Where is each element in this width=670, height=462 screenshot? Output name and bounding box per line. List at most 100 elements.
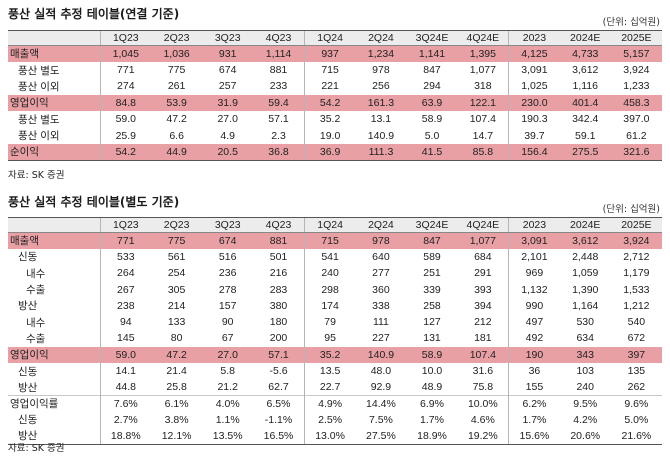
table-cell: 47.2 xyxy=(151,346,203,363)
table-cell: 111.3 xyxy=(355,143,407,161)
column-header: 2023 xyxy=(508,217,560,233)
table-cell: 277 xyxy=(372,267,390,280)
table-cell: 238 xyxy=(99,297,152,314)
table-cell: 1,234 xyxy=(355,45,407,62)
table-cell: 41.5 xyxy=(406,143,458,161)
table-cell: 80 xyxy=(170,332,183,345)
table2-unit: (단위: 십억원) xyxy=(602,204,660,215)
row-label: 방산 xyxy=(8,428,100,445)
column-header: 2Q24 xyxy=(355,30,407,46)
table-cell: 227 xyxy=(372,332,390,345)
table-cell: 107.4 xyxy=(469,113,496,126)
table-cell: 216 xyxy=(269,267,288,280)
table-cell: 3,924 xyxy=(610,232,662,249)
table-cell: 145 xyxy=(99,330,152,347)
table-cell: 135 xyxy=(627,365,646,378)
table-cell: 59.0 xyxy=(99,346,152,363)
table-cell: 684 xyxy=(474,250,492,263)
table-cell: 157 xyxy=(218,299,237,312)
table-cell: 31.6 xyxy=(472,365,494,378)
row-label: 풍산 별도 xyxy=(18,113,60,126)
table-cell: 214 xyxy=(167,299,186,312)
table-cell: 13.5 xyxy=(303,362,356,380)
table-cell: 190.3 xyxy=(508,111,560,128)
column-header: 4Q23 xyxy=(253,217,305,233)
table-cell: 397.0 xyxy=(623,113,650,126)
table-cell: 881 xyxy=(253,232,305,249)
table-cell: 530 xyxy=(576,316,594,329)
table-cell: 174 xyxy=(303,297,356,314)
table-cell: 401.4 xyxy=(559,94,611,112)
table-cell: 230.0 xyxy=(508,94,560,112)
table-cell: 233 xyxy=(269,80,288,93)
table-cell: 13.5% xyxy=(202,428,254,445)
table-cell: 21.6% xyxy=(610,428,662,445)
table-row: 신동 14.1 21.4 5.8 -5.6 13.5 48.0 10.0 31.6 36 103 13… xyxy=(8,362,662,380)
table-cell: 18.8% xyxy=(99,428,152,445)
table-cell: 1,036 xyxy=(151,45,203,62)
table-cell: 771 xyxy=(99,232,152,249)
table-row: 수출 267 305 278 283 298 360 339 393 1,132 1,390 1,53… xyxy=(8,281,662,298)
row-label: 풍산 이외 xyxy=(18,130,60,143)
table-cell: 397 xyxy=(610,346,662,363)
column-header: 1Q23 xyxy=(99,217,152,233)
table-cell: 22.7 xyxy=(303,379,356,396)
table-cell: 107.4 xyxy=(457,346,509,363)
table-cell: 715 xyxy=(303,61,356,79)
table-cell: 847 xyxy=(423,64,441,77)
table-cell: 94 xyxy=(99,313,152,331)
column-header: 3Q23 xyxy=(202,217,254,233)
table-cell: 6.6 xyxy=(169,129,184,142)
table-cell: 140.9 xyxy=(367,129,395,142)
table-cell: 1.1% xyxy=(215,413,240,426)
table-cell: 54.2 xyxy=(99,143,152,161)
table-cell: 3,612 xyxy=(559,232,611,249)
table-cell: 44.9 xyxy=(151,143,203,161)
table-row: 풍산 별도 771 775 674 881 715 978 847 1,077 3,091 3,61… xyxy=(8,61,662,79)
table-cell: 48.0 xyxy=(370,365,392,378)
table-cell: 236 xyxy=(218,267,237,280)
table-cell: 257 xyxy=(218,80,237,93)
table-cell: 2,448 xyxy=(572,250,599,263)
table-cell: 978 xyxy=(355,232,407,249)
table-cell: 44.8 xyxy=(99,379,152,396)
table-row: 영업이익률 7.6% 6.1% 4.0% 6.5% 4.9% 14.4% 6.9% 10.0% 6… xyxy=(8,394,662,412)
table-cell: 27.5% xyxy=(355,428,407,445)
table-cell: 84.8 xyxy=(99,94,152,112)
consolidated-section: 풍산 실적 추정 테이블(연결 기준) (단위: 십억원) 1Q23 2Q23 3Q… xyxy=(0,0,670,192)
row-label: 영업이익률 xyxy=(8,394,100,412)
table-cell: 5.8 xyxy=(220,365,235,378)
table-cell: 13.1 xyxy=(370,113,392,126)
table-cell: 978 xyxy=(372,64,390,77)
table-cell: 589 xyxy=(423,250,441,263)
table-cell: 4.6% xyxy=(470,413,495,426)
row-label: 풍산 이외 xyxy=(18,80,60,93)
table-cell: 16.5% xyxy=(253,428,305,445)
table-cell: 19.2% xyxy=(457,428,509,445)
table-cell: 561 xyxy=(167,250,186,263)
table-cell: 969 xyxy=(508,265,560,282)
table-cell: 212 xyxy=(474,316,492,329)
table-cell: 931 xyxy=(202,45,254,62)
table-cell: 63.9 xyxy=(406,94,458,112)
table-cell: 57.1 xyxy=(268,113,289,126)
table-cell: 1,179 xyxy=(623,267,650,280)
column-header: 2Q24 xyxy=(355,217,407,233)
header-corner xyxy=(8,217,100,233)
table-cell: 181 xyxy=(474,332,492,345)
table-cell: 283 xyxy=(269,283,288,296)
table-cell: 36.8 xyxy=(253,143,305,161)
table-cell: 342.4 xyxy=(572,113,599,126)
table-row: 방산 18.8% 12.1% 13.5% 16.5% 13.0% 27.5% 18.9% 19.… xyxy=(8,428,662,445)
table-cell: 501 xyxy=(269,250,288,263)
table-cell: 131 xyxy=(423,332,441,345)
table-cell: 278 xyxy=(218,283,237,296)
table-cell: 190 xyxy=(508,346,560,363)
table-cell: 674 xyxy=(218,64,237,77)
table-cell: 6.5% xyxy=(253,394,305,412)
table-cell: 1,045 xyxy=(99,45,152,62)
table-cell: 541 xyxy=(303,248,356,266)
table-cell: 4.9% xyxy=(303,394,356,412)
table-cell: 90 xyxy=(221,316,234,329)
row-label: 매출액 xyxy=(8,232,100,249)
